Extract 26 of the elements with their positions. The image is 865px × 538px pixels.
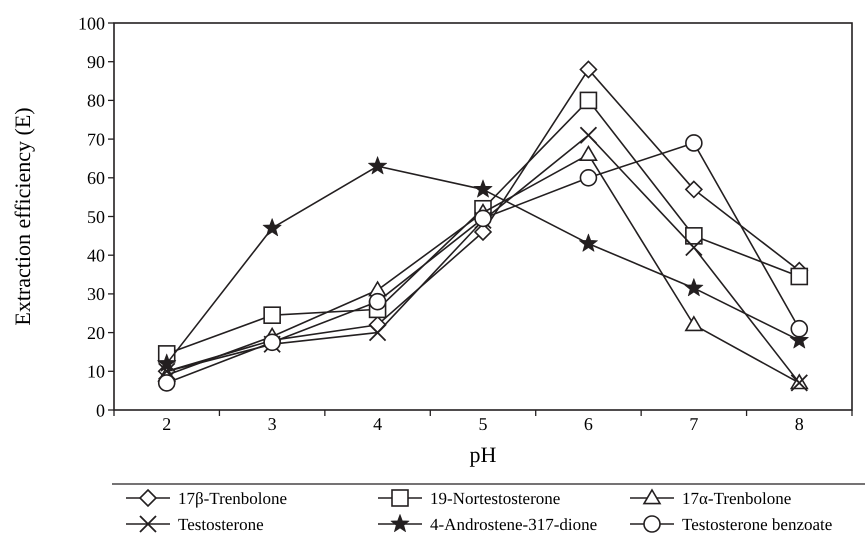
y-tick-label: 30	[87, 284, 105, 304]
x-tick-label: 3	[268, 414, 277, 434]
x-tick-label: 5	[478, 414, 488, 434]
y-tick-label: 0	[96, 400, 105, 420]
y-tick-label: 20	[87, 322, 105, 343]
y-tick-label: 40	[87, 246, 105, 266]
legend-label: Testosterone benzoate	[682, 514, 832, 534]
y-tick-label: 100	[78, 13, 105, 34]
legend-label: 17β-Trenbolone	[178, 488, 288, 508]
legend-label: Testosterone	[178, 514, 264, 534]
x-tick-label: 8	[794, 414, 804, 434]
x-tick-label: 7	[689, 414, 698, 434]
y-tick-label: 80	[87, 90, 105, 111]
legend-label: 17α-Trenbolone	[682, 488, 792, 508]
y-tick-label: 10	[87, 362, 105, 382]
legend-label: 19-Nortestosterone	[430, 488, 560, 508]
x-tick-label: 4	[373, 414, 382, 434]
legend-label: 4-Androstene-317-dione	[430, 514, 598, 534]
x-tick-label: 2	[162, 414, 172, 434]
y-tick-label: 60	[87, 168, 105, 188]
x-tick-label: 6	[584, 414, 593, 434]
y-tick-label: 70	[87, 129, 105, 150]
y-tick-label: 90	[87, 52, 105, 72]
x-axis-title: pH	[470, 442, 497, 467]
y-axis-title: Extraction efficiency (E)	[10, 107, 35, 326]
y-tick-label: 50	[87, 206, 105, 227]
